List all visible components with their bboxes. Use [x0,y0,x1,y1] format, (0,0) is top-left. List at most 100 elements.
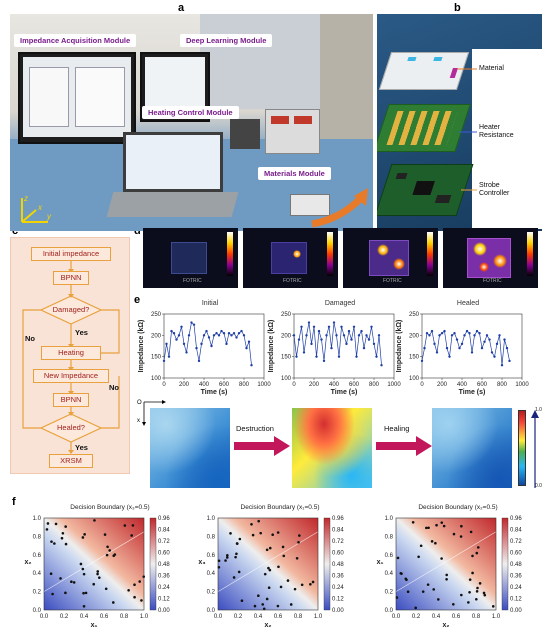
colorbar-tick-label: 0.36 [510,574,522,580]
data-point [190,321,193,324]
sample-point [434,541,437,545]
x-axis-label: Time (s) [459,389,486,396]
data-point [207,336,211,339]
sample-point [50,540,53,543]
colorbar-tick-label: 0.48 [158,562,170,568]
sample-point [235,542,239,545]
heatmap-colorbar [518,410,526,486]
sample-point [277,565,280,569]
sample-point [452,602,455,606]
data-point [237,332,241,335]
sample-point [289,603,293,606]
y-tick-label: 0.2 [385,590,394,596]
sample-point [131,524,135,527]
sample-point [127,588,130,592]
sample-point [293,587,297,591]
data-point [488,338,491,341]
panel-letter-c: c [12,225,19,237]
sample-point [414,606,417,610]
colorbar-tick-label: 0.72 [158,539,170,545]
panel-letter-b: b [454,2,461,14]
sample-point [478,582,482,585]
colorbar-tick-label: 0.36 [158,574,170,580]
y-tick-label: 0.8 [33,534,42,540]
colorbar-tick-label: 0.36 [332,574,344,580]
sample-point [103,533,107,536]
data-point [345,342,348,346]
data-point [503,338,506,341]
colorbar [323,517,331,611]
flow-xrsm: XRSM [49,454,93,468]
sample-point [281,545,285,549]
data-point [195,346,198,350]
data-point [475,329,479,333]
data-point [342,334,346,337]
x-axis-label: x₁ [91,622,98,629]
plot-frame [293,313,395,379]
flow-no-2: No [109,383,119,392]
sample-point [53,542,56,545]
colorbar [501,517,509,611]
sample-point [250,523,253,526]
sample-point [251,533,255,537]
data-point [455,338,459,341]
x-tick-label: 0.2 [234,614,243,620]
data-point [225,342,228,346]
data-point [485,334,489,337]
sample-point [297,540,300,544]
y-tick-label: 150 [409,355,420,361]
data-point [327,325,331,328]
impedance-title-initial: Initial [201,300,219,307]
colorbar-arrow [531,410,539,488]
data-point [305,334,308,337]
data-point [307,321,311,324]
data-point [180,325,183,328]
data-point [212,334,216,337]
sample-point [267,566,270,570]
sample-point [411,521,415,524]
data-point [242,334,246,337]
data-point [297,338,301,341]
flow-damaged: Damaged? [52,305,90,314]
data-point [320,338,323,341]
x-tick-label: 0.8 [294,614,303,620]
sample-point [471,571,474,575]
y-axis-label: x₂ [24,559,31,566]
arrow-healing [376,436,432,456]
data-point [245,346,248,350]
colorbar-tick-label: 0.60 [158,551,170,557]
colorbar-tick-label: 0.84 [332,528,344,534]
x-tick-label: 0 [420,382,424,388]
label-materials-module: Materials Module [258,167,331,180]
x-tick-label: 0.0 [40,614,49,620]
data-point [335,334,338,337]
colorbar-tick-label: 0.00 [332,608,344,614]
axis-z-label: z [23,194,28,203]
data-point [453,332,456,335]
sample-point [469,530,473,534]
data-point [210,344,213,348]
x-tick-label: 0.2 [412,614,421,620]
sample-point [237,570,241,574]
sample-point [46,522,50,525]
flowchart: Initial impedance BPNN Damaged? Yes Heat… [10,237,130,474]
heatmap-damaged [292,408,372,488]
power-supply [265,109,320,154]
data-point [463,334,466,337]
data-point [377,334,381,337]
decision-line [43,531,145,592]
data-point [433,342,436,346]
thermal-image-3: FOTRIC [343,228,438,288]
data-point [227,332,231,335]
x-tick-label: 0.6 [452,614,461,620]
sample-point [217,559,221,563]
colorbar-tick-label: 0.00 [510,608,522,614]
flow-new-impedance: New Impedance [33,369,109,383]
sample-point [476,586,479,590]
thermal-brand-4: FOTRIC [483,278,502,284]
sample-point [82,572,86,576]
y-tick-label: 0.6 [33,553,42,559]
y-tick-label: 150 [151,355,162,361]
sample-point [475,590,479,593]
sample-point [298,534,301,537]
